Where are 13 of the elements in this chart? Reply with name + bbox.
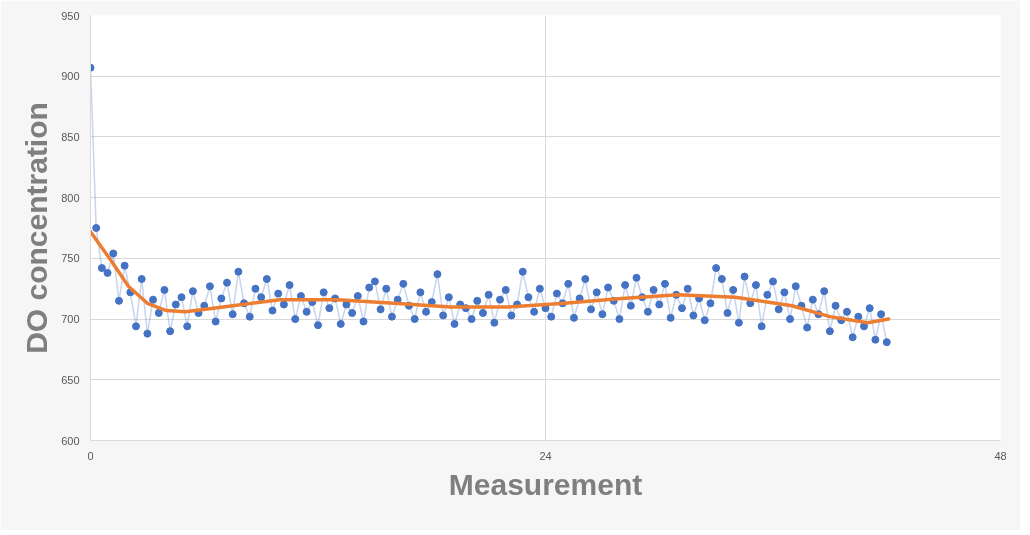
- x-tick-label: 0: [87, 449, 94, 462]
- y-tick-label: 800: [61, 191, 80, 204]
- y-tick-label: 850: [61, 130, 80, 143]
- y-tick-label: 900: [61, 70, 80, 83]
- y-axis-title: DO concentration: [20, 102, 54, 354]
- y-tick-label: 650: [61, 373, 80, 386]
- y-tick-label: 600: [61, 434, 80, 447]
- y-tick-label: 950: [61, 9, 80, 22]
- x-axis-title: Measurement: [448, 467, 643, 501]
- y-tick-label: 700: [61, 313, 80, 326]
- x-tick-label: 24: [539, 449, 552, 462]
- x-tick-label: 48: [994, 449, 1007, 462]
- y-tick-label: 750: [61, 252, 80, 265]
